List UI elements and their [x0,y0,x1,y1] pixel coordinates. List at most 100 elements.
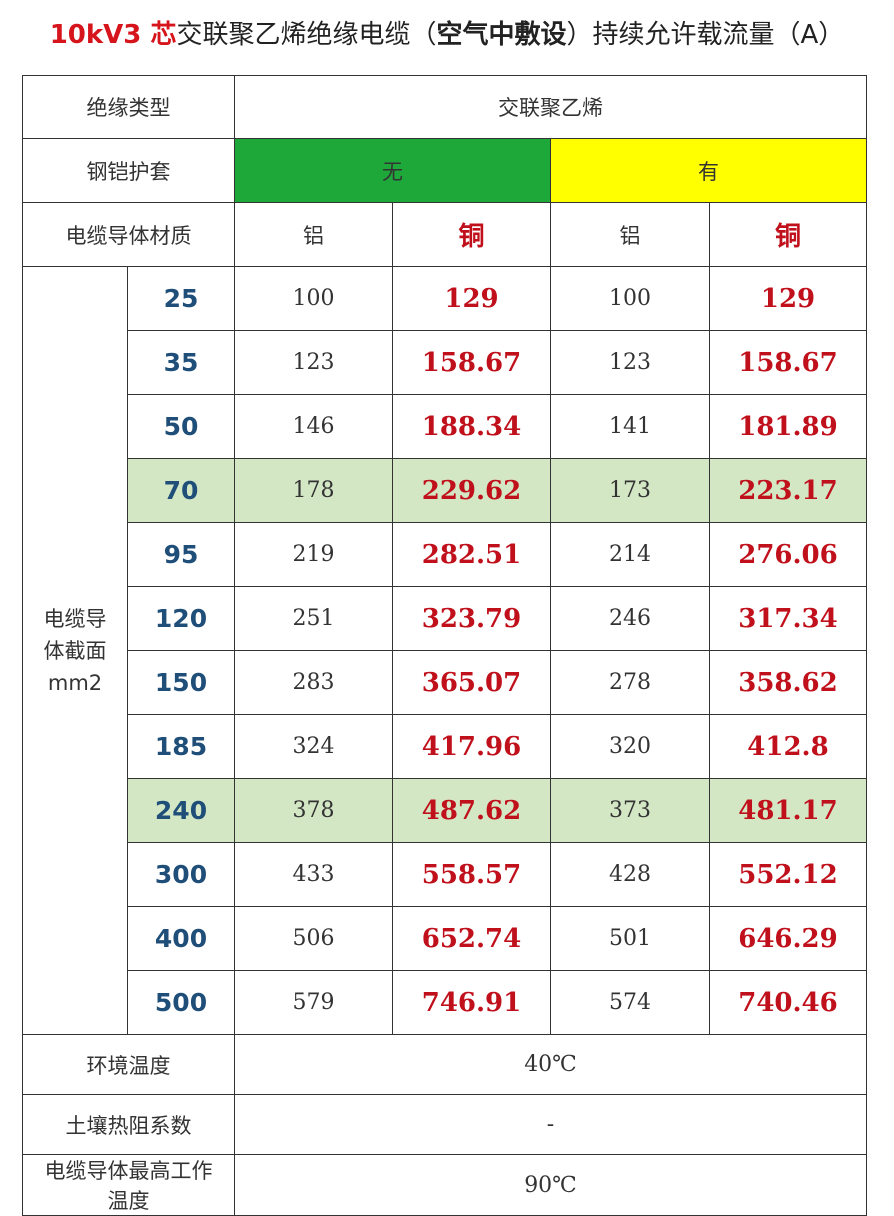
header-value: 交联聚乙烯 [234,75,867,139]
value-cell: 123 [550,330,710,395]
value-cell: 358.62 [709,650,867,715]
value-cell: 214 [550,522,710,587]
value-cell: 251 [234,586,393,651]
header-label: 绝缘类型 [22,75,235,139]
value-cell: 276.06 [709,522,867,587]
footer-value: 90℃ [234,1154,867,1216]
value-cell: 552.12 [709,842,867,907]
value-cell: 178 [234,458,393,523]
value-cell: 223.17 [709,458,867,523]
value-cell: 646.29 [709,906,867,971]
value-cell: 501 [550,906,710,971]
value-cell: 188.34 [392,394,551,459]
value-cell: 123 [234,330,393,395]
value-cell: 100 [234,266,393,331]
title-part: 交联聚乙烯绝缘电缆（ [176,20,437,50]
value-cell: 579 [234,970,393,1035]
table-row: 绝缘类型 交联聚乙烯 [22,75,867,139]
size-cell: 400 [127,906,235,971]
armor-cell: 无 [234,138,551,203]
value-cell: 652.74 [392,906,551,971]
size-cell: 70 [127,458,235,523]
value-cell: 574 [550,970,710,1035]
value-cell: 246 [550,586,710,651]
footer-label: 电缆导体最高工作温度 [22,1154,235,1216]
size-cell: 240 [127,778,235,843]
title-part: ）持续允许载流量（A） [566,20,845,50]
size-cell: 35 [127,330,235,395]
size-cell: 95 [127,522,235,587]
table-row: 70 178 229.62 173 223.17 [23,458,867,523]
value-cell: 373 [550,778,710,843]
value-cell: 378 [234,778,393,843]
value-cell: 481.17 [709,778,867,843]
value-cell: 740.46 [709,970,867,1035]
table-row: 电缆导体截面mm2 25 100 129 100 129 [22,266,867,1035]
value-cell: 365.07 [392,650,551,715]
title: 10kV3 芯交联聚乙烯绝缘电缆（空气中敷设）持续允许载流量（A） [0,14,894,51]
value-cell: 487.62 [392,778,551,843]
table-row: 300 433 558.57 428 552.12 [23,842,867,907]
footer-label: 土壤热阻系数 [22,1094,235,1155]
value-cell: 324 [234,714,393,779]
value-cell: 506 [234,906,393,971]
value-cell: 433 [234,842,393,907]
size-cell: 185 [127,714,235,779]
table-row: 150 283 365.07 278 358.62 [23,650,867,715]
table-row: 环境温度 40℃ [22,1034,867,1095]
value-cell: 229.62 [392,458,551,523]
table-row: 土壤热阻系数 - [22,1094,867,1155]
value-cell: 146 [234,394,393,459]
table-row: 钢铠护套无有 [22,138,867,203]
table-row: 185 324 417.96 320 412.8 [23,714,867,779]
value-cell: 412.8 [709,714,867,779]
size-cell: 120 [127,586,235,651]
value-cell: 141 [550,394,710,459]
value-cell: 181.89 [709,394,867,459]
value-cell: 283 [234,650,393,715]
table-row: 35 123 158.67 123 158.67 [23,330,867,395]
title-part: 10kV3 芯 [49,20,177,50]
value-cell: 278 [550,650,710,715]
footer-label: 环境温度 [22,1034,235,1095]
value-cell: 158.67 [392,330,551,395]
table-row: 电缆导体最高工作温度 90℃ [22,1154,867,1216]
material-cell: 铝 [234,202,393,267]
size-cell: 50 [127,394,235,459]
table-row: 95 219 282.51 214 276.06 [23,522,867,587]
table-row: 电缆导体材质铝铜铝铜 [22,202,867,267]
value-cell: 317.34 [709,586,867,651]
table-row: 120 251 323.79 246 317.34 [23,586,867,651]
value-cell: 219 [234,522,393,587]
material-cell: 铝 [550,202,710,267]
size-cell: 25 [127,266,235,331]
header-label: 钢铠护套 [22,138,235,203]
armor-cell: 有 [550,138,867,203]
size-cell: 500 [127,970,235,1035]
footer-value: - [234,1094,867,1155]
header-label: 电缆导体材质 [22,202,235,267]
value-cell: 320 [550,714,710,779]
section-label: 电缆导体截面mm2 [22,266,128,1035]
value-cell: 428 [550,842,710,907]
table-row: 50 146 188.34 141 181.89 [23,394,867,459]
value-cell: 173 [550,458,710,523]
table-row: 240 378 487.62 373 481.17 [23,778,867,843]
value-cell: 417.96 [392,714,551,779]
value-cell: 100 [550,266,710,331]
value-cell: 323.79 [392,586,551,651]
material-cell: 铜 [709,202,867,267]
value-cell: 129 [709,266,867,331]
size-cell: 300 [127,842,235,907]
table-row: 400 506 652.74 501 646.29 [23,906,867,971]
table: 绝缘类型 交联聚乙烯 钢铠护套无有电缆导体材质铝铜铝铜电缆导体截面mm2 25 100 1… [22,75,867,1216]
value-cell: 129 [392,266,551,331]
value-cell: 282.51 [392,522,551,587]
size-cell: 150 [127,650,235,715]
value-cell: 158.67 [709,330,867,395]
value-cell: 746.91 [392,970,551,1035]
footer-value: 40℃ [234,1034,867,1095]
title-part: 空气中敷设 [436,20,567,50]
material-cell: 铜 [392,202,551,267]
